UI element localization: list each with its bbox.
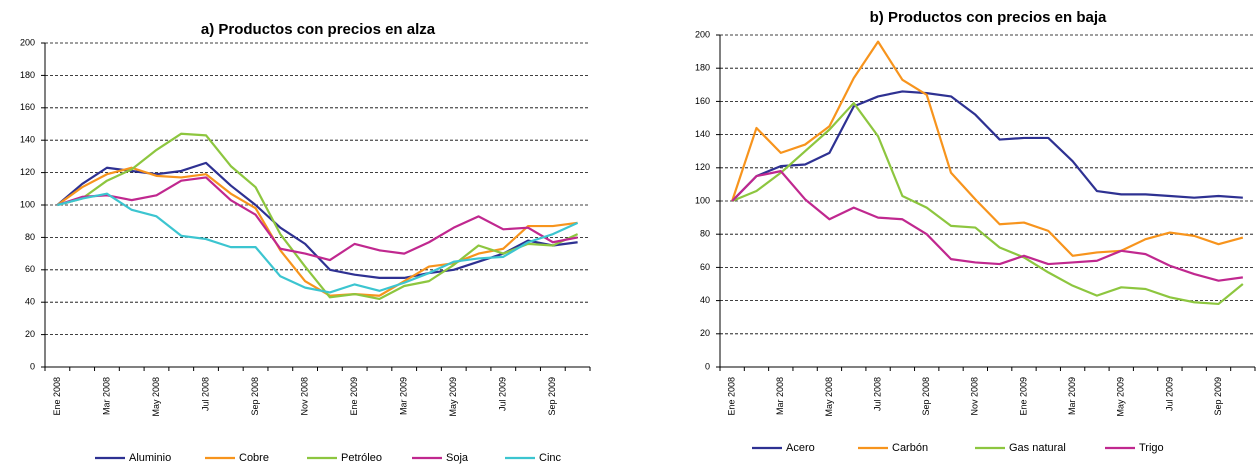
x-tick-label: May 2009: [448, 377, 458, 417]
legend-label: Aluminio: [129, 452, 171, 464]
x-tick-label: Sep 2009: [547, 377, 557, 416]
line-series: [57, 192, 579, 294]
y-tick-label: 140: [20, 135, 35, 145]
y-tick-label: 40: [700, 295, 710, 305]
y-tick-label: 60: [700, 262, 710, 272]
line-series: [731, 90, 1243, 202]
x-tick-label: May 2008: [151, 377, 161, 417]
line-series: [56, 161, 578, 279]
line-series: [57, 132, 579, 301]
x-tick-label: Ene 2008: [52, 377, 62, 416]
legend-label: Gas natural: [1009, 442, 1066, 454]
line-series: [56, 166, 578, 297]
x-tick-label: Jul 2009: [1164, 377, 1174, 411]
y-tick-label: 0: [30, 361, 35, 371]
x-tick-label: Ene 2008: [727, 377, 737, 416]
y-tick-label: 160: [695, 96, 710, 106]
legend-label: Petróleo: [341, 452, 382, 464]
y-tick-label: 20: [700, 328, 710, 338]
x-tick-label: May 2009: [1116, 377, 1126, 417]
x-tick-label: Nov 2008: [299, 377, 309, 416]
y-tick-label: 120: [20, 167, 35, 177]
line-series: [57, 176, 578, 262]
y-tick-label: 40: [25, 297, 35, 307]
legend-label: Trigo: [1139, 442, 1164, 454]
y-tick-label: 180: [695, 63, 710, 73]
x-tick-label: Ene 2009: [1018, 377, 1028, 416]
y-tick-label: 160: [20, 102, 35, 112]
x-tick-label: Jul 2009: [498, 377, 508, 411]
line-series: [731, 40, 1244, 257]
x-tick-label: Jul 2008: [872, 377, 882, 411]
y-tick-label: 120: [695, 162, 710, 172]
y-tick-label: 100: [695, 195, 710, 205]
legend-label: Cobre: [239, 452, 269, 464]
y-tick-label: 60: [25, 264, 35, 274]
legend-label: Soja: [446, 452, 469, 464]
x-tick-label: Mar 2008: [101, 377, 111, 415]
x-tick-label: Sep 2008: [921, 377, 931, 416]
line-series: [731, 170, 1243, 282]
x-tick-label: Mar 2009: [1067, 377, 1077, 415]
x-tick-label: May 2008: [824, 377, 834, 417]
y-tick-label: 200: [695, 29, 710, 39]
y-tick-label: 80: [25, 232, 35, 242]
y-tick-label: 20: [25, 329, 35, 339]
x-tick-label: Ene 2009: [349, 377, 359, 416]
x-tick-label: Jul 2008: [200, 377, 210, 411]
x-tick-label: Sep 2008: [250, 377, 260, 416]
y-tick-label: 200: [20, 37, 35, 47]
y-tick-label: 140: [695, 129, 710, 139]
chart-title: a) Productos con precios en alza: [201, 21, 436, 38]
y-tick-label: 80: [700, 229, 710, 239]
chart-title: b) Productos con precios en baja: [870, 9, 1107, 26]
y-tick-label: 180: [20, 70, 35, 80]
x-tick-label: Mar 2009: [399, 377, 409, 415]
x-tick-label: Sep 2009: [1213, 377, 1223, 416]
y-tick-label: 0: [705, 361, 710, 371]
x-tick-label: Nov 2008: [970, 377, 980, 416]
legend-label: Carbón: [892, 442, 928, 454]
line-series: [731, 101, 1244, 306]
legend-label: Cinc: [539, 452, 562, 464]
x-tick-label: Mar 2008: [775, 377, 785, 415]
legend-label: Acero: [786, 442, 815, 454]
y-tick-label: 100: [20, 199, 35, 209]
